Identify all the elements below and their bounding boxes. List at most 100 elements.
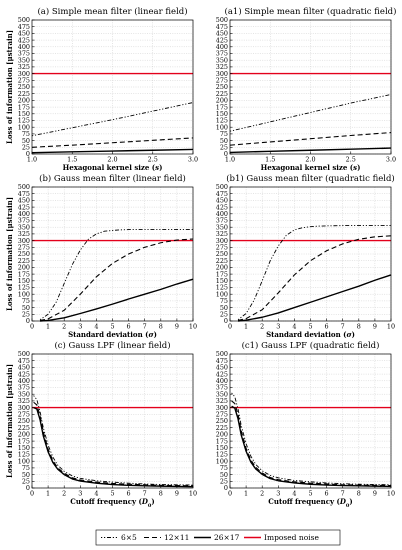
- y-tick-label: 500: [18, 16, 30, 24]
- x-tick-label: 1.0: [225, 156, 235, 164]
- y-tick-label: 325: [216, 230, 228, 238]
- y-tick-label: 450: [216, 197, 228, 205]
- y-tick-label: 250: [216, 83, 228, 91]
- y-tick-label: 400: [18, 377, 30, 385]
- panel-title: (a1) Simple mean filter (quadratic field…: [225, 6, 397, 17]
- x-tick-label: 3: [78, 490, 82, 498]
- y-tick-label: 25: [220, 144, 228, 152]
- y-tick-label: 175: [216, 270, 228, 278]
- x-tick-label: 10: [189, 323, 197, 331]
- y-tick-label: 175: [18, 103, 30, 111]
- y-tick-label: 75: [220, 297, 228, 305]
- y-tick-label: 375: [216, 50, 228, 58]
- x-tick-label: 7: [341, 323, 345, 331]
- x-tick-label: 2.0: [305, 156, 315, 164]
- y-tick-label: 125: [18, 451, 30, 459]
- x-tick-label: 1.0: [27, 156, 37, 164]
- y-tick-label: 275: [18, 411, 30, 419]
- x-tick-label: 2: [260, 490, 264, 498]
- y-tick-label: 500: [18, 350, 30, 358]
- y-tick-label: 250: [18, 250, 30, 258]
- y-tick-label: 425: [18, 36, 30, 44]
- y-tick-label: 50: [220, 471, 228, 479]
- series-line-26x17: [33, 406, 194, 488]
- y-tick-label: 350: [18, 390, 30, 398]
- x-tick-label: 6: [325, 323, 329, 331]
- y-tick-label: 200: [18, 264, 30, 272]
- y-tick-label: 325: [18, 63, 30, 71]
- y-tick-label: 175: [18, 437, 30, 445]
- series-line-26x17: [231, 405, 392, 488]
- y-tick-label: 50: [220, 304, 228, 312]
- y-tick-label: 400: [216, 210, 228, 218]
- x-tick-label: 2.0: [107, 156, 117, 164]
- x-axis-label: Cutoff frequency (D0): [268, 497, 352, 509]
- panel-c1: 0 1 2 3 4 5 6 7 8 9 100255075100125150175200225250…: [216, 340, 395, 509]
- y-tick-label: 275: [216, 244, 228, 252]
- series-line-26x17: [31, 148, 194, 154]
- x-tick-label: 3: [276, 490, 280, 498]
- series-line-12x11: [231, 400, 392, 487]
- y-tick-label: 300: [216, 404, 228, 412]
- x-tick-label: 10: [387, 490, 395, 498]
- x-tick-label: 9: [373, 323, 377, 331]
- y-tick-label: 300: [216, 70, 228, 78]
- y-tick-label: 275: [216, 411, 228, 419]
- x-tick-label: 3: [276, 323, 280, 331]
- y-tick-label: 350: [216, 390, 228, 398]
- y-tick-label: 225: [216, 257, 228, 265]
- x-tick-label: 5: [308, 490, 312, 498]
- x-tick-label: 8: [159, 490, 163, 498]
- y-tick-label: 350: [216, 223, 228, 231]
- x-tick-label: 0: [228, 323, 232, 331]
- y-tick-label: 0: [26, 150, 30, 158]
- series-line-26x17: [237, 274, 392, 322]
- x-tick-label: 1: [244, 490, 248, 498]
- y-tick-label: 425: [18, 203, 30, 211]
- x-tick-label: 8: [357, 490, 361, 498]
- y-tick-label: 0: [26, 484, 30, 492]
- x-tick-label: 2: [260, 323, 264, 331]
- series-line-12x11: [237, 235, 392, 321]
- y-tick-label: 225: [18, 424, 30, 432]
- x-tick-label: 5: [110, 323, 114, 331]
- y-tick-label: 375: [216, 384, 228, 392]
- y-tick-label: 125: [216, 284, 228, 292]
- x-tick-label: 8: [159, 323, 163, 331]
- y-axis-label: Loss of information [μstrain]: [5, 197, 14, 311]
- x-tick-label: 4: [94, 323, 98, 331]
- y-tick-label: 175: [18, 270, 30, 278]
- y-tick-label: 0: [224, 317, 228, 325]
- x-tick-label: 10: [387, 323, 395, 331]
- y-tick-label: 75: [22, 464, 30, 472]
- y-tick-label: 75: [220, 130, 228, 138]
- y-tick-label: 225: [216, 90, 228, 98]
- y-tick-label: 350: [18, 223, 30, 231]
- y-tick-label: 425: [18, 370, 30, 378]
- y-tick-label: 275: [216, 77, 228, 85]
- y-tick-label: 225: [216, 424, 228, 432]
- x-tick-label: 1.5: [67, 156, 77, 164]
- y-tick-label: 350: [216, 56, 228, 64]
- x-tick-label: 3.0: [386, 156, 396, 164]
- y-tick-label: 0: [224, 484, 228, 492]
- y-tick-label: 150: [18, 444, 30, 452]
- y-tick-label: 100: [216, 123, 228, 131]
- legend: 6×5 12×11 26×17 Imposed noise: [95, 529, 341, 546]
- legend-label-26x17: 26×17: [214, 533, 240, 542]
- x-tick-label: 1: [244, 323, 248, 331]
- y-tick-label: 25: [220, 311, 228, 319]
- x-tick-label: 2: [62, 323, 66, 331]
- y-tick-label: 250: [216, 250, 228, 258]
- series-line-12x11: [229, 132, 392, 146]
- x-axis-label: Cutoff frequency (D0): [70, 497, 154, 509]
- y-axis-label: Loss of information [μstrain]: [5, 30, 14, 144]
- y-tick-label: 500: [18, 183, 30, 191]
- y-tick-label: 100: [18, 123, 30, 131]
- x-tick-label: 7: [341, 490, 345, 498]
- legend-label-6x5: 6×5: [121, 533, 137, 542]
- y-tick-label: 125: [216, 451, 228, 459]
- y-tick-label: 475: [18, 357, 30, 365]
- series-line-6x5: [31, 102, 194, 137]
